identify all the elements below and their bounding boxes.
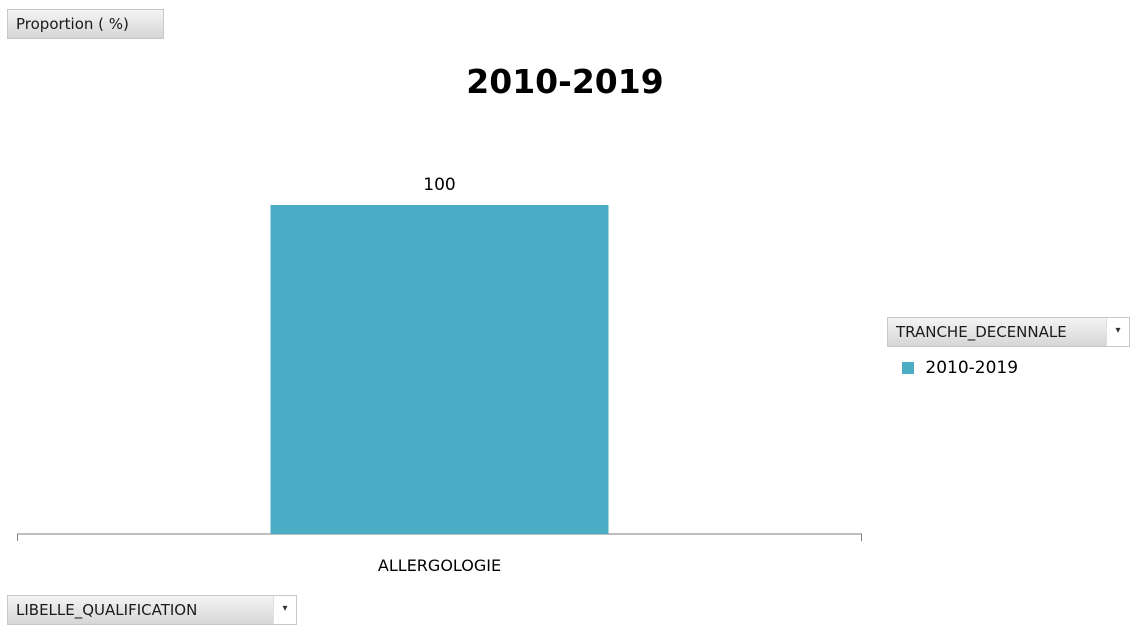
dropdown-arrow-icon[interactable]: ▾ <box>1106 318 1129 346</box>
legend-field-label: TRANCHE_DECENNALE <box>896 323 1067 341</box>
legend-field-button[interactable]: TRANCHE_DECENNALE ▾ <box>887 317 1130 347</box>
dropdown-arrow-icon[interactable]: ▾ <box>273 596 296 624</box>
page-field-label: Proportion ( %) <box>16 15 129 33</box>
legend-swatch-icon <box>902 362 914 374</box>
row-field-button[interactable]: LIBELLE_QUALIFICATION ▾ <box>7 595 297 625</box>
row-field-label: LIBELLE_QUALIFICATION <box>16 601 198 619</box>
page-field-button[interactable]: Proportion ( %) <box>7 9 164 39</box>
bar <box>270 205 609 534</box>
legend-entry-label: 2010-2019 <box>925 358 1019 378</box>
chart-title: 2010-2019 <box>466 62 664 101</box>
legend: 2010-2019 <box>902 358 1018 378</box>
x-tick-label: ALLERGOLOGIE <box>378 556 501 575</box>
data-label: 100 <box>423 175 455 195</box>
